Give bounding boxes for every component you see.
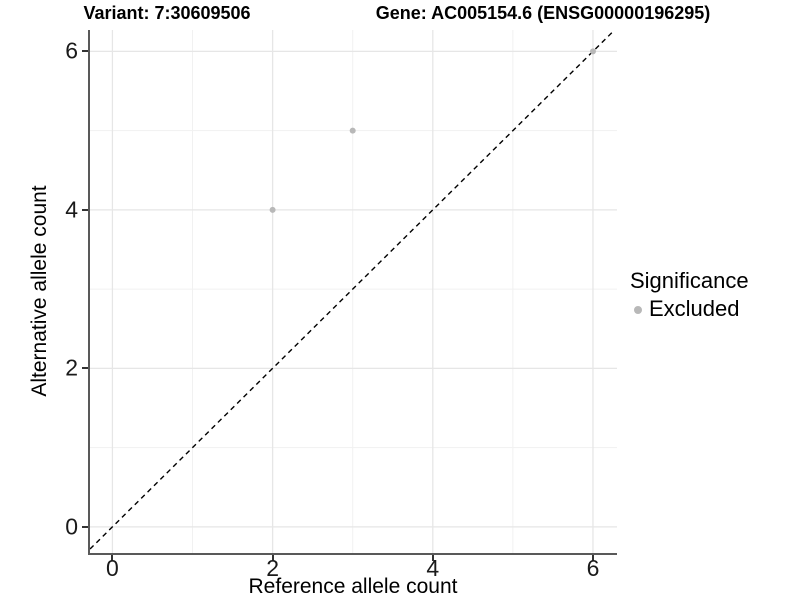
legend: Significance Excluded — [630, 268, 749, 323]
data-point-excluded — [589, 48, 596, 55]
y-tick-mark — [82, 525, 88, 528]
legend-entry: Excluded — [630, 296, 749, 322]
x-tick-label: 0 — [106, 555, 119, 581]
x-axis-line — [88, 553, 617, 555]
plot-title-gene: Gene: AC005154.6 (ENSG00000196295) — [375, 3, 711, 23]
y-tick-label: 6 — [65, 37, 78, 64]
x-tick-label: 2 — [266, 555, 279, 581]
plot-panel — [90, 30, 617, 553]
y-axis-line — [88, 30, 90, 555]
x-tick-label: 6 — [586, 555, 600, 581]
data-point-excluded — [349, 127, 356, 134]
x-tick-mark — [591, 555, 594, 561]
x-tick-mark — [431, 555, 434, 561]
x-tick-label: 4 — [426, 555, 440, 581]
plot-title-variant: Variant: 7:30609506 — [83, 3, 251, 23]
y-tick-mark — [82, 367, 88, 370]
y-tick-mark — [82, 50, 88, 53]
legend-key-dot-icon — [634, 305, 642, 314]
x-axis-title: Reference allele count — [248, 575, 458, 598]
legend-entries: Excluded — [630, 296, 749, 322]
y-tick-label: 2 — [65, 354, 78, 381]
x-tick-mark — [271, 555, 274, 561]
y-tick-label: 0 — [65, 513, 78, 540]
legend-entry-label: Excluded — [649, 296, 740, 322]
y-tick-mark — [82, 208, 88, 211]
y-tick-label: 4 — [65, 196, 78, 223]
legend-title: Significance — [630, 268, 749, 293]
data-point-excluded — [269, 206, 276, 213]
scatter-plot-canvas — [90, 30, 617, 553]
x-tick-mark — [111, 555, 114, 561]
identity-reference-line — [90, 30, 616, 550]
